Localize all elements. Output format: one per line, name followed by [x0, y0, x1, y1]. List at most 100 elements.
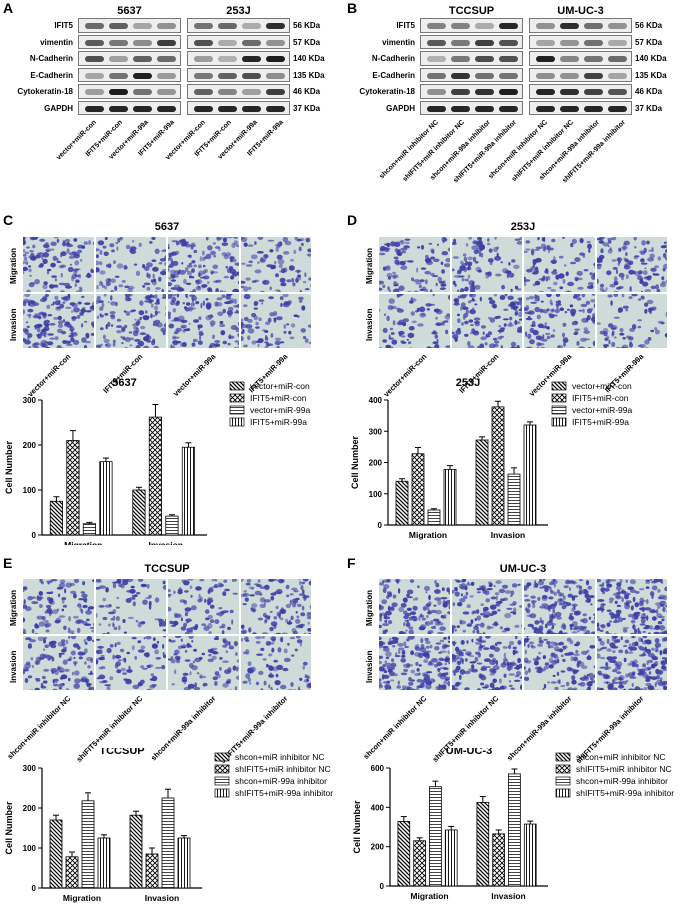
blot-kda-label: 56 KDa: [293, 21, 321, 30]
legend-label: vector+miR-99a: [572, 405, 633, 415]
bar: [444, 829, 458, 887]
protein-band: [265, 72, 285, 79]
micrograph-tile: [167, 236, 240, 293]
protein-band: [218, 23, 238, 30]
bar: [66, 440, 80, 536]
x-tick-label: Migration: [409, 530, 447, 540]
blot-strip: [529, 18, 632, 33]
bar: [492, 833, 505, 887]
blot-strip: [78, 100, 181, 115]
micrograph-tile: [378, 292, 451, 349]
blot-strip: [529, 34, 632, 49]
blot-strip: [529, 51, 632, 66]
protein-band: [607, 23, 627, 30]
bar: [97, 837, 111, 889]
protein-band: [583, 23, 603, 30]
protein-band: [607, 72, 627, 79]
protein-band: [583, 72, 603, 79]
bar-chart-253j: 253J Cell Number 0 100 200 300 400 Migration Inv…: [350, 377, 633, 540]
blot-row-label: GAPDH: [44, 103, 73, 113]
protein-band: [451, 105, 471, 112]
blot-kda-label: 37 KDa: [635, 103, 663, 113]
protein-band: [156, 23, 176, 30]
y-tick-label: 0: [32, 531, 37, 540]
blot-strip: [420, 84, 523, 99]
protein-band: [474, 23, 494, 30]
protein-band: [132, 23, 152, 30]
protein-band: [536, 23, 556, 30]
row-label-invasion: Invasion: [365, 650, 374, 683]
protein-band: [536, 105, 556, 112]
protein-band: [583, 89, 603, 96]
protein-band: [85, 89, 105, 96]
protein-band: [85, 39, 105, 46]
protein-band: [265, 23, 285, 30]
micrograph-tile: [450, 292, 523, 349]
micrograph-tile: [595, 578, 668, 635]
protein-band: [132, 89, 152, 96]
chart-title: TCCSUP: [99, 748, 144, 757]
bar: [507, 473, 521, 526]
bar: [411, 453, 425, 526]
protein-band: [607, 39, 627, 46]
blot-row-label: Cytokeratin-18: [17, 87, 73, 96]
protein-band: [194, 23, 214, 30]
protein-band: [132, 56, 152, 63]
y-tick-label: 200: [369, 459, 383, 468]
blot-row-label: N-Cadherin: [29, 54, 73, 63]
blot-kda-label: 57 KDa: [635, 37, 663, 47]
micrograph-tile: [450, 634, 523, 691]
micrograph-tile: [450, 578, 523, 635]
blot-group-title-0: 5637: [117, 5, 142, 17]
blot-kda-label: 37 KDa: [293, 103, 321, 113]
legend-swatch: [214, 776, 230, 786]
panel-letter-a: A: [3, 0, 14, 16]
y-tick-label: 300: [23, 396, 37, 405]
micrograph-tile: [167, 634, 240, 691]
y-tick-label: 200: [23, 804, 37, 813]
micrograph-tile: [239, 578, 312, 635]
legend-label: IFIT5+miR-con: [250, 393, 307, 403]
y-tick-label: 100: [23, 844, 37, 853]
y-tick-label: 300: [369, 427, 383, 436]
micrograph-tile: [22, 578, 95, 635]
row-label-invasion: Invasion: [9, 308, 18, 341]
chart-title: 5637: [112, 377, 136, 389]
blot-group-title-1: UM-UC-3: [557, 5, 604, 17]
protein-band: [156, 72, 176, 79]
protein-band: [194, 56, 214, 63]
y-tick-label: 600: [371, 764, 385, 773]
blot-strip: [420, 51, 523, 66]
x-tick-label: Invasion: [491, 530, 525, 540]
protein-band: [427, 56, 447, 63]
protein-band: [85, 23, 105, 30]
micrograph-tile: [378, 236, 451, 293]
blot-strip: [78, 34, 181, 49]
bar: [475, 439, 489, 526]
legend-swatch: [555, 788, 571, 798]
protein-band: [265, 39, 285, 46]
x-tick-label: Migration: [64, 540, 102, 545]
blot-strip: [187, 67, 290, 82]
blot-strip: [187, 34, 290, 49]
legend-label: shIFIT5+miR inhibitor NC: [235, 764, 331, 774]
row-label-migration: Migration: [9, 590, 18, 627]
protein-band: [498, 72, 518, 79]
legend-swatch: [551, 393, 567, 403]
bar: [99, 461, 113, 536]
protein-band: [451, 23, 471, 30]
legend-label: shcon+miR-99a inhibitor: [576, 776, 668, 786]
protein-band: [607, 56, 627, 63]
protein-band: [498, 39, 518, 46]
bar: [427, 509, 441, 526]
panel-letter-f: F: [347, 555, 356, 571]
bar-chart-tccsup: TCCSUP Cell Number 0 100 200 300 Migration Inva…: [4, 748, 333, 903]
blot-row-label: vimentin: [40, 37, 73, 47]
y-tick-label: 200: [371, 843, 385, 852]
micrograph-tile: [450, 236, 523, 293]
protein-band: [109, 89, 129, 96]
legend-label: vector+miR-con: [572, 381, 632, 391]
micrograph-tile: [94, 634, 167, 691]
bar: [132, 489, 146, 536]
protein-band: [241, 23, 261, 30]
